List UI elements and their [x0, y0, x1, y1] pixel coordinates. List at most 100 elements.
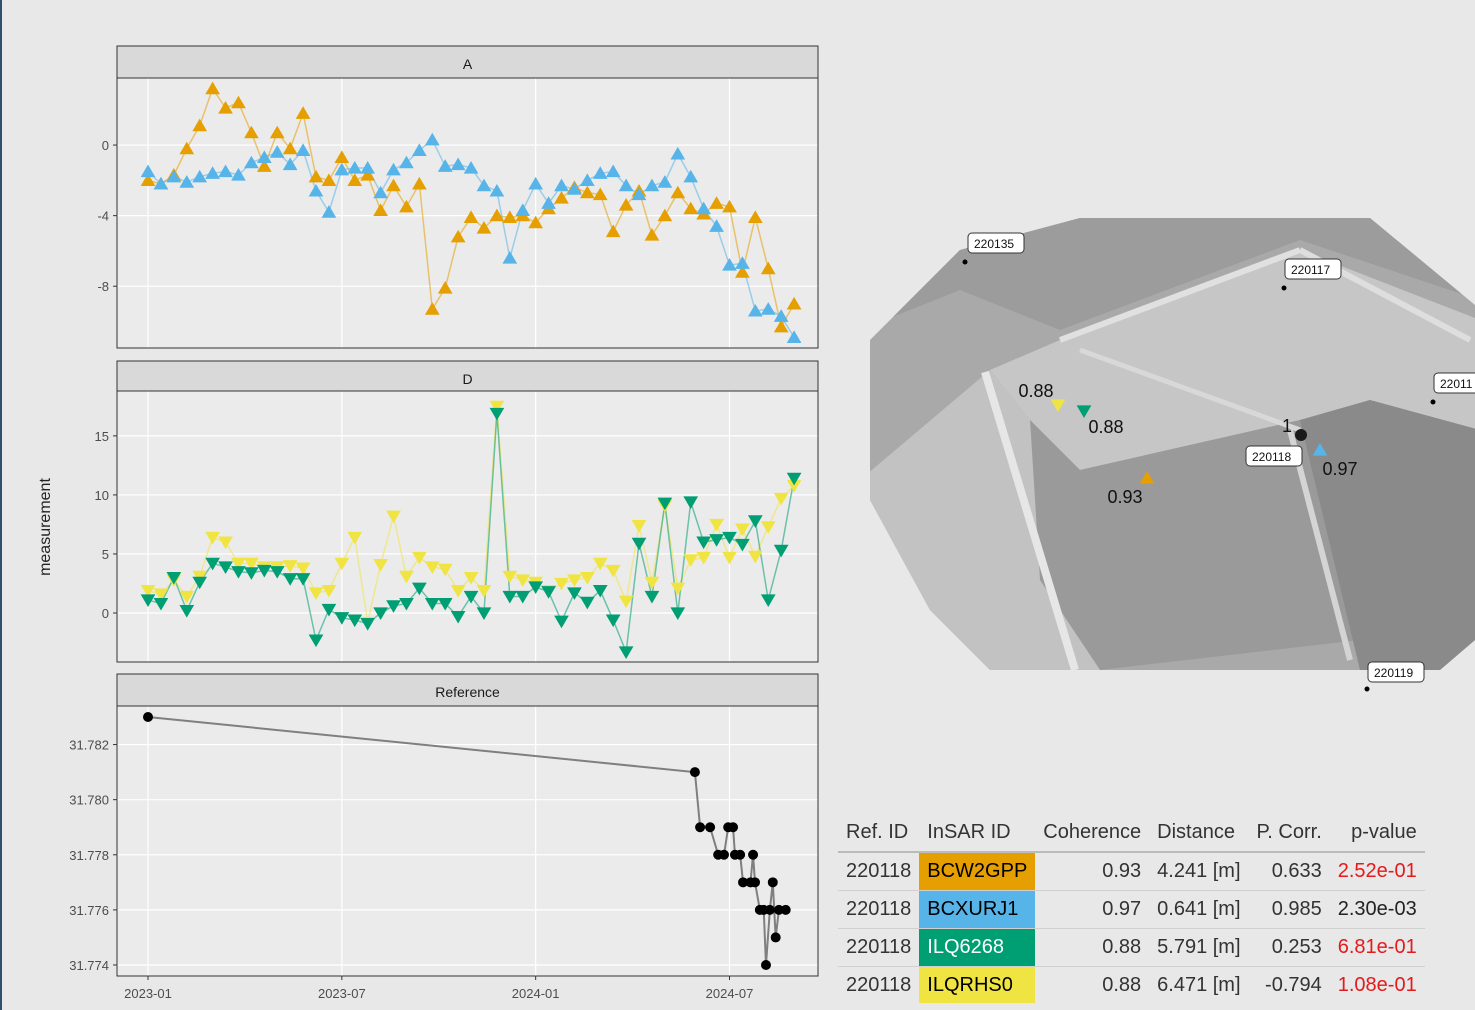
header-cell: Distance [1149, 813, 1249, 853]
header-cell: P. Corr. [1248, 813, 1330, 853]
table-row: 220118 BCXURJ1 0.97 0.641 [m] 0.985 2.30e-03 [838, 890, 1425, 929]
point [360, 618, 376, 631]
point [592, 584, 608, 598]
point [373, 558, 388, 572]
point [360, 168, 376, 181]
station-label-box [1367, 661, 1425, 683]
point [282, 573, 298, 586]
x-tick-label: 2023-07 [318, 986, 366, 1001]
table-cell: ILQRHS0 [919, 966, 1036, 1003]
coherence-label: 0.97 [1322, 459, 1357, 479]
point [295, 573, 311, 586]
station-label: 220117 [1291, 263, 1330, 277]
point [567, 587, 582, 600]
point [218, 536, 233, 550]
point [412, 176, 427, 190]
point [399, 199, 414, 213]
table-cell: 220118 [838, 890, 920, 929]
point [696, 536, 711, 550]
table-cell: 0.985 [1248, 890, 1330, 929]
point [295, 143, 311, 156]
panel-title: A [463, 56, 473, 72]
point [153, 176, 169, 190]
point [308, 587, 324, 600]
point [489, 400, 505, 414]
point [709, 534, 724, 547]
point [269, 566, 285, 579]
point [205, 557, 220, 571]
coherence-label: 0.88 [1088, 417, 1123, 437]
point [554, 577, 569, 591]
station-label: 220135 [974, 237, 1014, 251]
map-point [1139, 471, 1155, 484]
station-dot [962, 259, 968, 265]
point [747, 550, 763, 564]
point [773, 319, 789, 333]
table-cell: 0.88 [1035, 928, 1150, 967]
point [631, 520, 647, 533]
panel-title: Reference [435, 684, 500, 700]
panel-border [116, 77, 819, 349]
point [735, 538, 750, 552]
y-tick-label: -4 [97, 209, 109, 224]
point [412, 551, 427, 565]
point [735, 256, 750, 269]
point [644, 576, 660, 590]
x-tick-label: 2024-07 [706, 986, 754, 1001]
point [295, 562, 311, 576]
point [735, 523, 750, 537]
window-edge [0, 0, 2, 1010]
point [722, 551, 737, 565]
point [321, 584, 337, 598]
point [386, 510, 401, 524]
y-tick-label: 31.774 [69, 958, 109, 973]
table-cell: 220118 [838, 928, 920, 967]
point [399, 155, 414, 169]
point [476, 178, 492, 192]
point [786, 479, 802, 493]
point [231, 557, 246, 571]
y-tick-label: 31.780 [69, 793, 109, 808]
point [282, 560, 298, 573]
point [205, 81, 220, 95]
point [463, 210, 479, 224]
y-axis-label: measurement [37, 478, 54, 576]
table-cell: 0.93 [1035, 852, 1150, 891]
point [140, 584, 156, 598]
point [770, 932, 781, 943]
y-tick-label: 5 [102, 547, 109, 562]
station-label-box [1284, 258, 1342, 280]
point [515, 590, 531, 604]
point [735, 265, 750, 278]
table-cell: 220118 [838, 966, 920, 1003]
point [786, 472, 802, 486]
point [709, 196, 724, 209]
point [140, 164, 156, 178]
point [644, 590, 660, 604]
point [334, 150, 350, 164]
point [140, 594, 156, 608]
point [618, 595, 634, 609]
point [166, 571, 182, 585]
coherence-label: 1 [1282, 416, 1292, 436]
point [437, 597, 453, 611]
point [696, 201, 711, 215]
table-cell: 5.791 [m] [1149, 928, 1249, 967]
point [567, 574, 582, 587]
point [218, 101, 233, 114]
point [764, 904, 775, 915]
station-label: 220118 [1252, 450, 1291, 464]
point [592, 557, 608, 571]
point [450, 584, 466, 598]
panel-border [116, 390, 819, 663]
point [231, 168, 246, 181]
point [760, 959, 771, 970]
point [424, 302, 440, 315]
point [295, 106, 311, 119]
x-tick-label: 2024-01 [512, 986, 560, 1001]
point [780, 904, 791, 915]
point [528, 215, 544, 229]
point [373, 185, 388, 199]
